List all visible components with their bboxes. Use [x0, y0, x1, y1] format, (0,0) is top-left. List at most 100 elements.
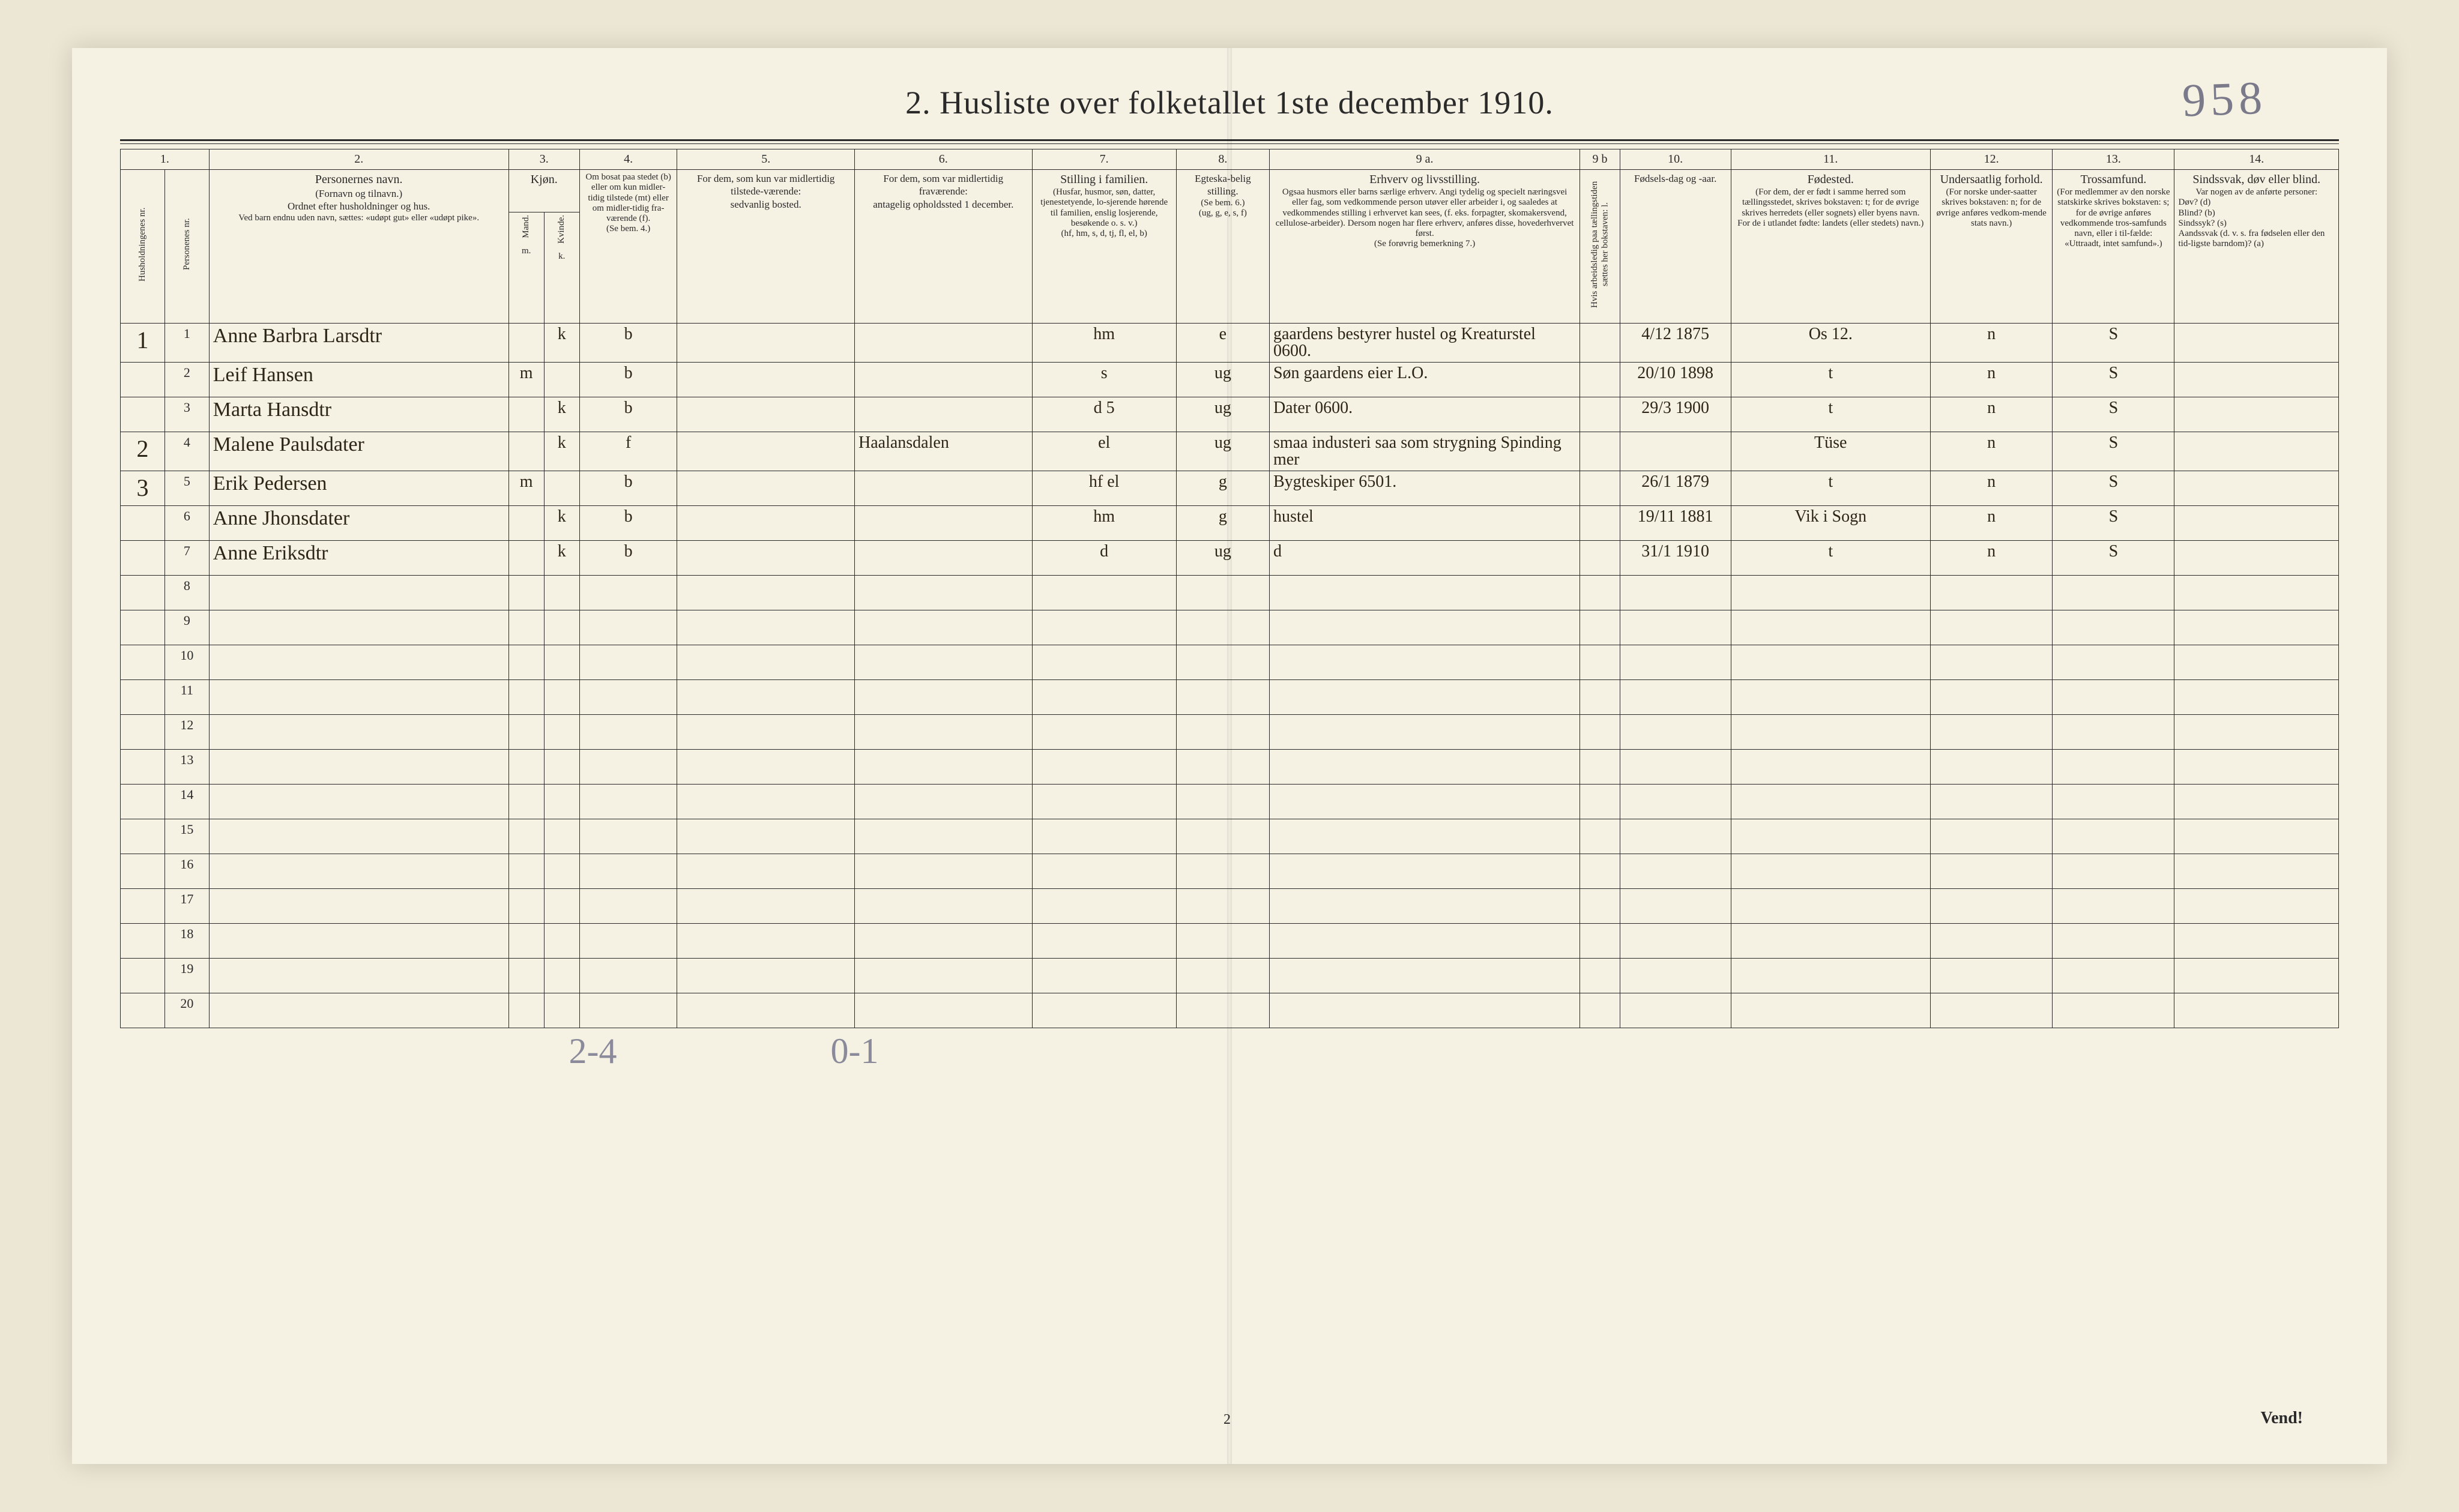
cell-tilstede [677, 750, 855, 785]
cell-fsted: t [1731, 471, 1931, 506]
cell-ledig [1580, 993, 1620, 1028]
cell-erhverv: gaardens bestyrer hustel og Kreaturstel … [1269, 324, 1579, 363]
cell-sinds [2174, 819, 2339, 854]
cell-erhverv [1269, 924, 1579, 959]
cell-person-nr: 15 [164, 819, 209, 854]
cell-und [1931, 680, 2053, 715]
cell-sex-m [508, 610, 544, 645]
census-page: 958 2. Husliste over folketallet 1ste de… [72, 48, 2387, 1464]
cell-sex-m [508, 506, 544, 541]
cell-name [209, 576, 508, 610]
cell-fam: el [1032, 432, 1176, 471]
cell-household [121, 924, 165, 959]
cell-bosat [579, 715, 677, 750]
cell-dob [1620, 610, 1731, 645]
hdr-sex-m: Mand.m. [508, 212, 544, 323]
cell-sinds [2174, 785, 2339, 819]
cell-tros: S [2053, 471, 2174, 506]
cell-ledig [1580, 397, 1620, 432]
cell-person-nr: 6 [164, 506, 209, 541]
cell-egte: ug [1176, 432, 1269, 471]
colnum-11: 11. [1731, 149, 1931, 170]
cell-tros: S [2053, 506, 2174, 541]
cell-name: Anne Jhonsdater [209, 506, 508, 541]
cell-tros: S [2053, 432, 2174, 471]
cell-tilstede [677, 397, 855, 432]
cell-sex-m: m [508, 471, 544, 506]
cell-fsted [1731, 993, 1931, 1028]
cell-und [1931, 854, 2053, 889]
cell-sex-k [544, 993, 579, 1028]
cell-egte [1176, 610, 1269, 645]
cell-sex-m [508, 993, 544, 1028]
hdr-arbeidsledig: Hvis arbeidsledig paa tællingstiden sætt… [1580, 170, 1620, 324]
cell-fam: hf el [1032, 471, 1176, 506]
cell-sex-m [508, 959, 544, 993]
cell-fsted: Vik i Sogn [1731, 506, 1931, 541]
cell-bosat: b [579, 471, 677, 506]
cell-ledig [1580, 924, 1620, 959]
cell-sinds [2174, 363, 2339, 397]
cell-fravaer [855, 924, 1033, 959]
cell-bosat [579, 889, 677, 924]
cell-egte [1176, 993, 1269, 1028]
cell-sex-k: k [544, 541, 579, 576]
cell-fam [1032, 610, 1176, 645]
cell-tros [2053, 889, 2174, 924]
cell-fravaer: Haalansdalen [855, 432, 1033, 471]
cell-und: n [1931, 363, 2053, 397]
cell-sex-m: m [508, 363, 544, 397]
cell-person-nr: 13 [164, 750, 209, 785]
cell-ledig [1580, 363, 1620, 397]
cell-household [121, 715, 165, 750]
cell-sex-m [508, 819, 544, 854]
cell-egte [1176, 750, 1269, 785]
cell-erhverv [1269, 610, 1579, 645]
cell-erhverv [1269, 576, 1579, 610]
hdr-fravaer: For dem, som var midlertidig fraværende:… [855, 170, 1033, 324]
cell-fam: s [1032, 363, 1176, 397]
cell-household [121, 576, 165, 610]
cell-fsted [1731, 785, 1931, 819]
colnum-8: 8. [1176, 149, 1269, 170]
cell-und [1931, 645, 2053, 680]
cell-sex-k [544, 680, 579, 715]
hdr-tilstede: For dem, som kun var midlertidig tilsted… [677, 170, 855, 324]
cell-fsted [1731, 889, 1931, 924]
cell-fravaer [855, 397, 1033, 432]
cell-tilstede [677, 610, 855, 645]
cell-tilstede [677, 363, 855, 397]
cell-sex-m [508, 432, 544, 471]
colnum-6: 6. [855, 149, 1033, 170]
cell-tros: S [2053, 363, 2174, 397]
cell-sex-k [544, 750, 579, 785]
cell-erhverv [1269, 715, 1579, 750]
cell-tros [2053, 680, 2174, 715]
cell-name [209, 819, 508, 854]
cell-sinds [2174, 324, 2339, 363]
cell-name [209, 854, 508, 889]
cell-fam [1032, 959, 1176, 993]
cell-household [121, 397, 165, 432]
cell-sex-k [544, 645, 579, 680]
cell-sex-k [544, 819, 579, 854]
cell-ledig [1580, 324, 1620, 363]
cell-tilstede [677, 819, 855, 854]
cell-sex-k: k [544, 324, 579, 363]
cell-und [1931, 819, 2053, 854]
cell-und [1931, 750, 2053, 785]
cell-tilstede [677, 785, 855, 819]
cell-sinds [2174, 715, 2339, 750]
cell-tilstede [677, 854, 855, 889]
cell-erhverv [1269, 750, 1579, 785]
cell-tilstede [677, 959, 855, 993]
page-fold [1227, 48, 1232, 1464]
cell-person-nr: 5 [164, 471, 209, 506]
cell-egte [1176, 680, 1269, 715]
cell-dob [1620, 854, 1731, 889]
cell-bosat: b [579, 506, 677, 541]
cell-sinds [2174, 541, 2339, 576]
cell-person-nr: 11 [164, 680, 209, 715]
cell-name [209, 750, 508, 785]
cell-name [209, 715, 508, 750]
